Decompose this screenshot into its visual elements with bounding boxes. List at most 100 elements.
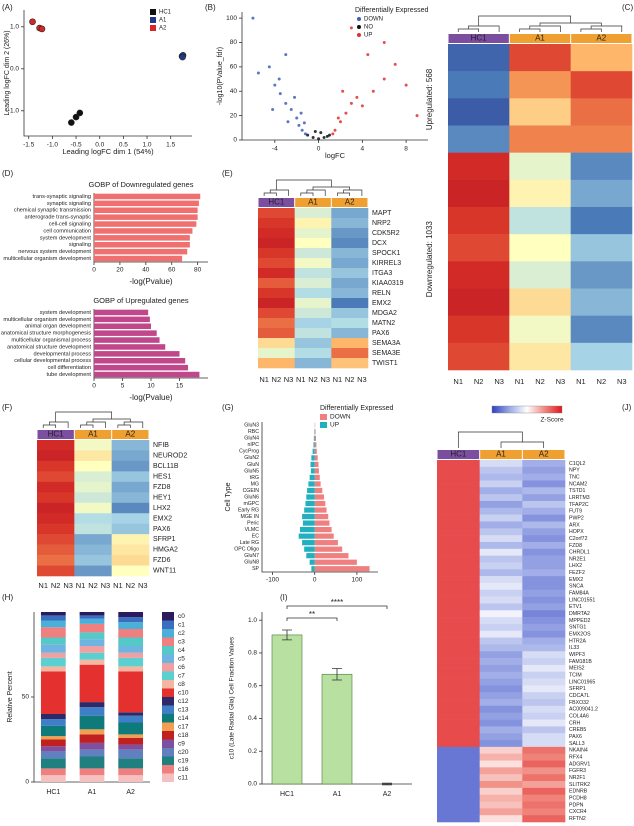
row-label: ITGA3 xyxy=(372,270,392,277)
bar-segment xyxy=(40,758,66,769)
heatmap-cell xyxy=(522,781,566,789)
x-tick-label: 4 xyxy=(361,146,365,153)
row-label: FAM181B xyxy=(569,659,592,665)
panel-label: (J) xyxy=(622,403,632,412)
heatmap-cell xyxy=(570,125,633,153)
heatmap-cell xyxy=(37,492,75,504)
legend-swatch xyxy=(357,25,361,29)
heatmap-cell xyxy=(437,576,480,584)
group-label: A1 xyxy=(308,198,318,207)
bar xyxy=(314,461,319,467)
heatmap-cell xyxy=(448,98,510,126)
row-label: EMX2 xyxy=(372,300,391,307)
bar-segment xyxy=(118,666,144,672)
bar-segment xyxy=(40,739,66,747)
heatmap-cell xyxy=(479,746,523,754)
bar-segment xyxy=(40,657,66,667)
heatmap-cell xyxy=(437,692,480,700)
heatmap-cell xyxy=(509,71,571,99)
heatmap-cell xyxy=(111,555,150,566)
category-label: RBC xyxy=(248,429,259,435)
legend-label: c12 xyxy=(178,698,189,705)
heatmap-cell xyxy=(437,719,480,727)
category-label: signaling xyxy=(69,242,91,248)
bar-segment xyxy=(118,622,144,629)
heatmap-cell xyxy=(479,801,523,809)
heatmap-cell xyxy=(437,781,480,789)
bar-segment xyxy=(79,623,105,633)
point xyxy=(311,136,315,140)
x-tick-label: 0 xyxy=(92,383,96,390)
heatmap-cell xyxy=(522,507,566,515)
heatmap-cell xyxy=(437,541,480,550)
heatmap-cell xyxy=(479,671,523,679)
heatmap-cell xyxy=(570,288,633,316)
row-label: TCIM xyxy=(569,673,582,679)
point xyxy=(319,131,323,135)
heatmap-cell xyxy=(294,288,332,299)
bar xyxy=(310,461,315,467)
legend-swatch xyxy=(162,646,174,655)
bar-segment xyxy=(118,722,144,735)
row-label: NKAIN4 xyxy=(569,748,588,754)
heatmap-cell xyxy=(522,630,566,638)
heatmap-cell xyxy=(74,471,112,483)
x-tick-label: 60 xyxy=(168,267,176,274)
row-label: EDNRB xyxy=(569,789,588,795)
point xyxy=(293,95,297,99)
y-tick-label: 1.0 xyxy=(10,24,19,31)
heatmap-cell xyxy=(448,315,510,344)
point xyxy=(415,114,419,118)
heatmap-cell xyxy=(448,207,510,235)
heatmap-cell xyxy=(74,481,112,493)
heatmap-cell xyxy=(437,808,480,816)
bar xyxy=(313,435,315,441)
heatmap-cell xyxy=(570,44,633,72)
y-tick-label: 60 xyxy=(230,64,238,71)
heatmap-cell xyxy=(509,261,571,289)
heatmap-cell xyxy=(437,753,480,761)
bar xyxy=(313,442,315,448)
bar-segment xyxy=(79,702,105,708)
row-label: FUT9 xyxy=(569,509,582,515)
heatmap-cell xyxy=(509,315,571,344)
heatmap-cell xyxy=(570,179,633,208)
heatmap-cell xyxy=(437,658,480,666)
row-label: WNT11 xyxy=(153,568,176,575)
row-label: AC009041.2 xyxy=(569,707,598,713)
group-bar xyxy=(522,450,565,459)
heatmap-cell xyxy=(437,528,480,536)
row-label: SLITRK2 xyxy=(569,782,590,788)
legend-swatch xyxy=(357,33,361,37)
column-label: N2 xyxy=(126,581,136,590)
heatmap-cell xyxy=(479,733,523,741)
heatmap-cell xyxy=(294,318,332,329)
row-label: SNCA xyxy=(569,584,584,590)
heatmap-cell xyxy=(509,125,571,153)
group-bar xyxy=(571,34,632,43)
heatmap-cell xyxy=(294,358,332,369)
heatmap-cell xyxy=(448,152,510,181)
bar xyxy=(94,371,200,378)
legend-label: c5 xyxy=(178,655,185,662)
heatmap-cell xyxy=(294,348,332,359)
category-label: CycProg xyxy=(239,449,259,455)
legend-swatch xyxy=(162,731,174,740)
heatmap-cell xyxy=(479,794,523,802)
x-tick-label: 100 xyxy=(351,577,362,584)
category-label: tube development xyxy=(47,372,92,378)
bar-segment xyxy=(118,646,144,653)
significance-label: **** xyxy=(331,598,343,607)
legend-swatch xyxy=(320,414,327,420)
point xyxy=(393,62,397,66)
column-label: N3 xyxy=(556,377,566,386)
heatmap-cell xyxy=(509,179,571,208)
group-bar xyxy=(112,430,149,439)
column-label: N3 xyxy=(320,375,330,384)
legend-label: c6 xyxy=(178,664,185,671)
heatmap-cell xyxy=(437,787,480,795)
heatmap-cell xyxy=(522,487,566,495)
bar-segment xyxy=(79,729,105,735)
point xyxy=(300,128,304,132)
heatmap-cell xyxy=(479,644,523,652)
